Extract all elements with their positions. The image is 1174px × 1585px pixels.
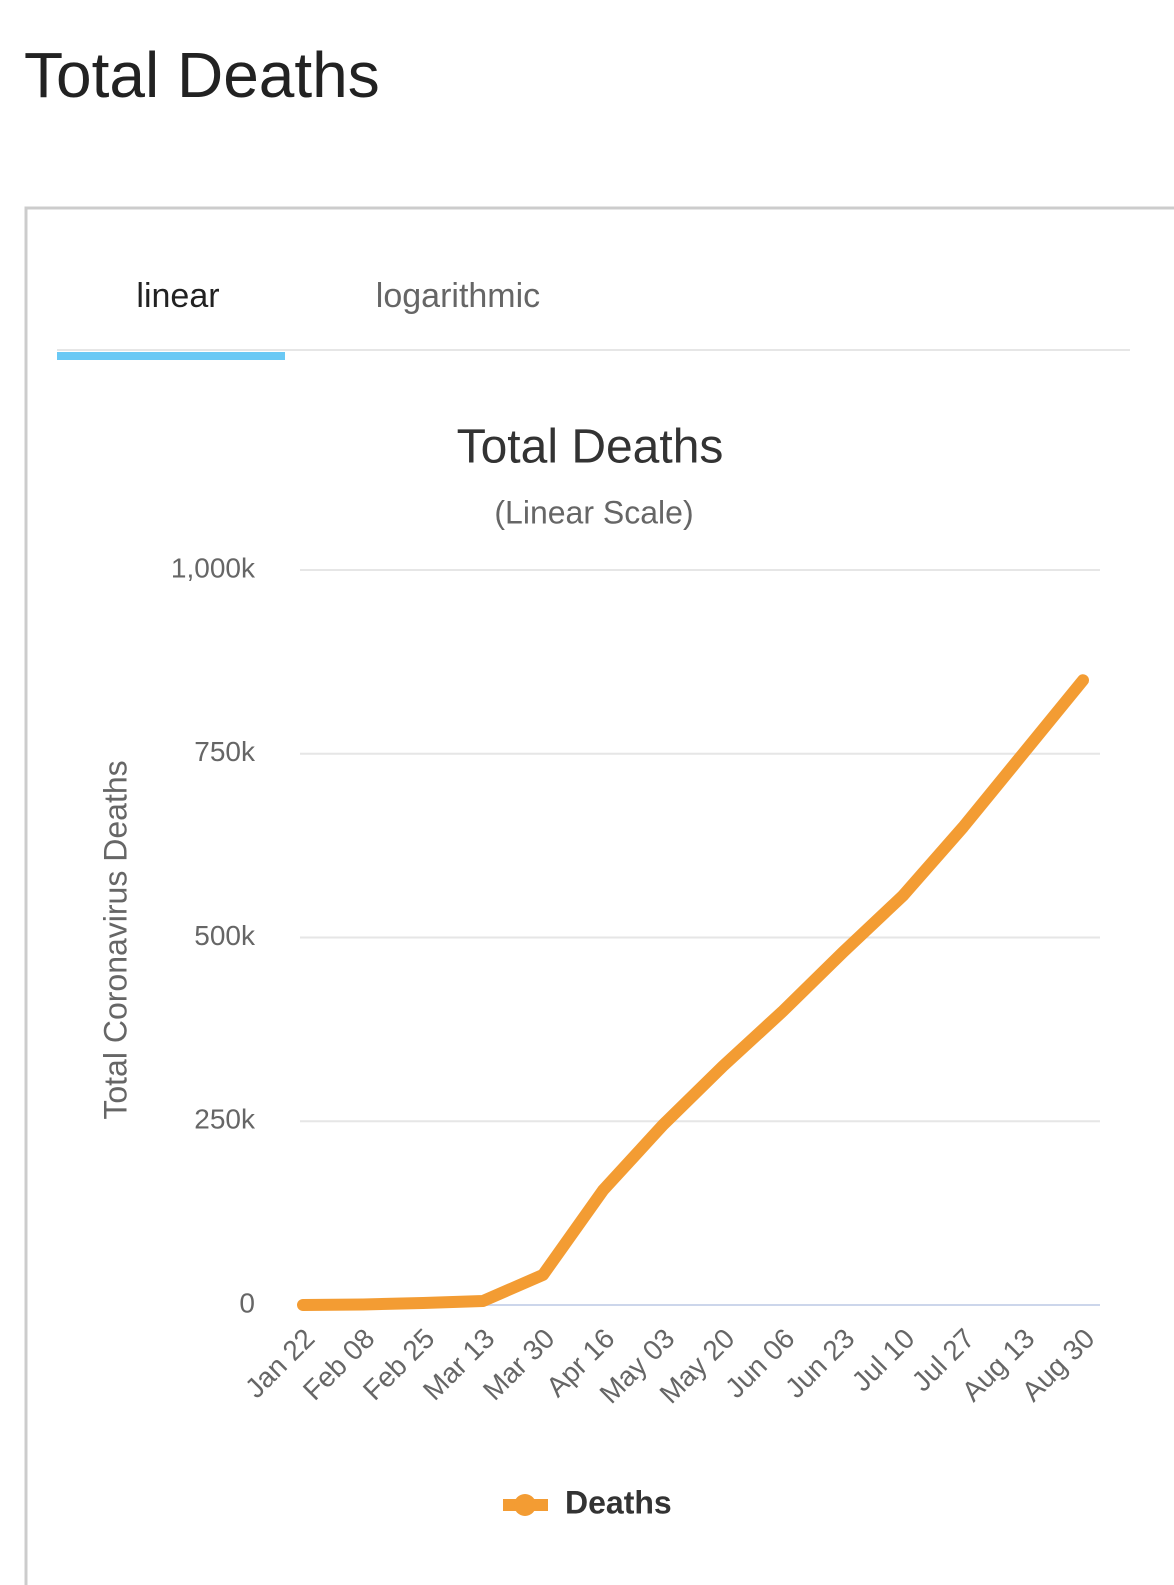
y-tick-label: 250k — [194, 1104, 256, 1135]
y-tick-label: 500k — [194, 920, 256, 951]
chart-subtitle: (Linear Scale) — [494, 494, 693, 530]
panel-border — [24, 206, 1174, 1585]
legend-label: Deaths — [565, 1484, 672, 1520]
y-axis-label: Total Coronavirus Deaths — [97, 760, 133, 1119]
tab[interactable]: linear — [136, 277, 219, 315]
chart-title: Total Deaths — [457, 421, 724, 474]
y-tick-label: 0 — [239, 1287, 255, 1318]
tab[interactable]: logarithmic — [376, 277, 540, 315]
series-line — [297, 674, 1089, 1311]
x-tick-label: Jun 23 — [779, 1323, 860, 1404]
x-tick-label: Jul 10 — [846, 1323, 921, 1398]
legend-symbol — [514, 1494, 536, 1516]
page-title: Total Deaths — [24, 39, 380, 111]
y-tick-label: 1,000k — [171, 552, 256, 583]
y-tick-label: 750k — [194, 736, 256, 767]
active-tab-indicator — [57, 352, 285, 360]
